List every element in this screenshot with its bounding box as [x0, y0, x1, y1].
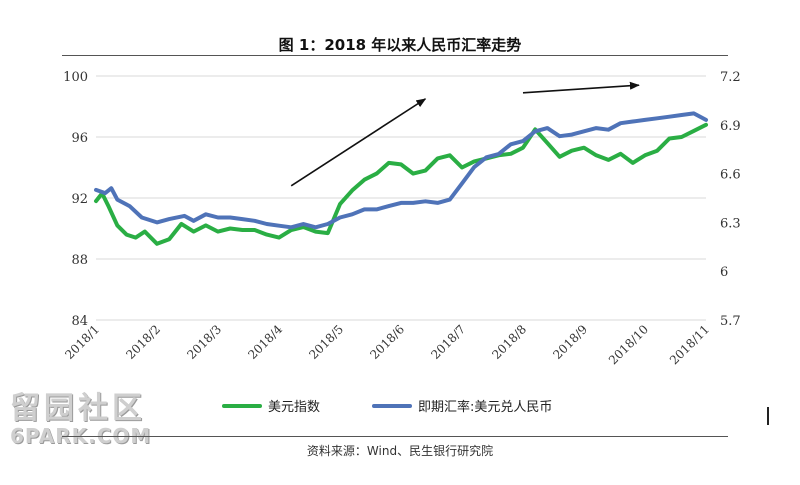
right-y-tick-label: 6.3	[720, 216, 741, 231]
left-y-axis: 84 88 92 96 100	[63, 70, 88, 329]
right-y-tick-label: 6.9	[720, 119, 741, 134]
chart-title: 图 1：2018 年以来人民币汇率走势	[278, 36, 522, 54]
right-y-tick-label: 6.6	[720, 168, 741, 183]
watermark: 留园社区 6PARK.COM	[10, 392, 151, 447]
left-y-tick-label: 96	[71, 131, 88, 146]
legend-swatch-green	[222, 403, 262, 408]
grid-lines	[96, 75, 706, 321]
legend-item-usdcny-spot: 即期汇率:美元兑人民币	[372, 396, 552, 415]
source-divider	[62, 436, 728, 437]
series-line-dollar-index	[94, 122, 708, 246]
right-y-tick-label: 7.2	[720, 70, 741, 85]
legend-item-dollar-index: 美元指数	[222, 396, 320, 415]
legend-swatch-blue	[372, 403, 412, 408]
trend-arrows	[290, 81, 640, 187]
right-y-tick-label: 5.7	[720, 314, 741, 329]
left-y-tick-label: 84	[71, 314, 88, 329]
x-tick-label: 2018/4	[245, 322, 285, 362]
x-tick-label: 2018/10	[606, 322, 651, 367]
trend-arrow	[522, 81, 640, 94]
text-cursor-mark	[767, 407, 769, 425]
title-underline	[62, 55, 728, 56]
trend-arrow	[290, 98, 427, 187]
series-lines	[94, 111, 708, 246]
x-axis: 2018/1 2018/2 2018/3 2018/4 2018/5 2018/6 2018…	[62, 322, 712, 367]
x-tick-label: 2018/5	[306, 322, 346, 362]
left-y-tick-label: 88	[71, 253, 88, 268]
x-tick-label: 2018/11	[667, 322, 712, 367]
x-tick-label: 2018/9	[550, 322, 590, 362]
x-tick-label: 2018/2	[123, 322, 163, 362]
right-y-axis: 5.7 6 6.3 6.6 6.9 7.2	[720, 70, 741, 329]
x-tick-label: 2018/8	[489, 322, 529, 362]
right-y-tick-label: 6	[720, 265, 728, 280]
legend-label: 即期汇率:美元兑人民币	[418, 400, 553, 415]
x-tick-label: 2018/7	[428, 322, 468, 362]
x-tick-label: 2018/6	[367, 322, 407, 362]
left-y-tick-label: 92	[71, 192, 88, 207]
x-tick-label: 2018/3	[184, 322, 224, 362]
legend-label: 美元指数	[268, 400, 321, 415]
series-line-usdcny	[94, 111, 708, 230]
watermark-chinese: 留园社区	[10, 391, 146, 426]
source-note: 资料来源：Wind、民生银行研究院	[306, 444, 494, 458]
left-y-tick-label: 100	[63, 70, 88, 85]
